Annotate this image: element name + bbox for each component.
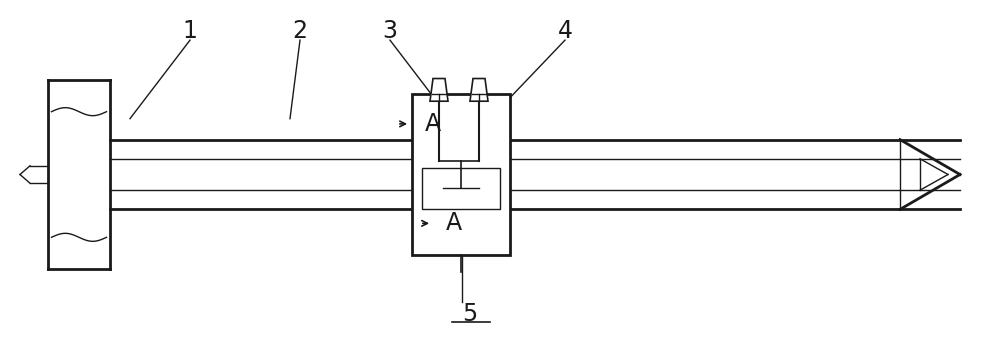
Text: 3: 3 [382, 20, 398, 43]
Polygon shape [430, 79, 448, 101]
Text: A: A [446, 211, 462, 235]
Bar [422, 168, 500, 209]
Polygon shape [470, 79, 488, 101]
Text: 2: 2 [292, 20, 308, 43]
Text: A: A [425, 112, 441, 136]
Text: 1: 1 [183, 20, 197, 43]
Text: 5: 5 [462, 302, 478, 326]
Bar [412, 94, 510, 255]
Text: 4: 4 [558, 20, 572, 43]
